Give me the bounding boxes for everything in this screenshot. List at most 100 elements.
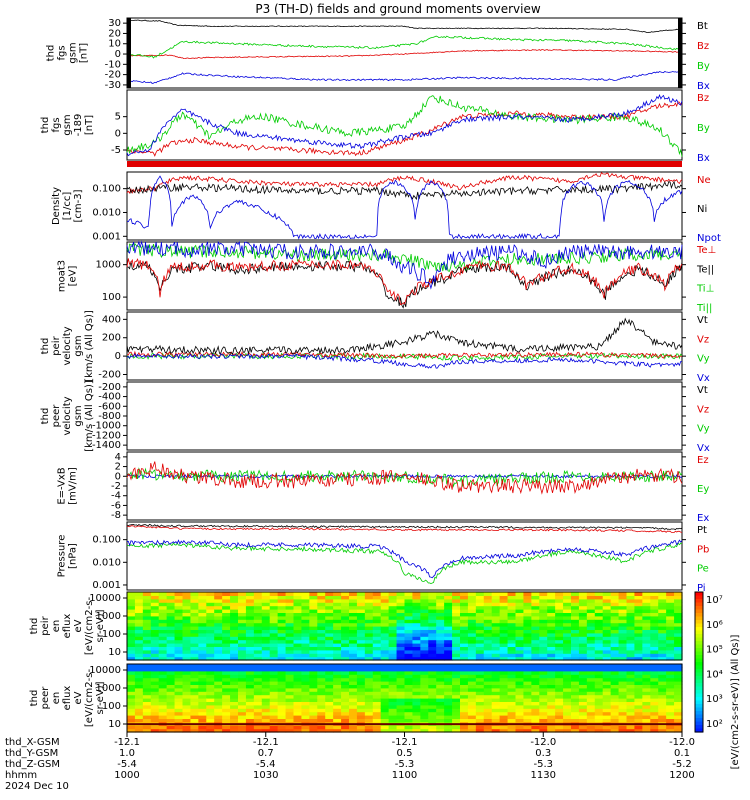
panel-peer_spec-cell: [341, 725, 350, 730]
panel-peer_spec-cell: [134, 704, 144, 709]
panel-peir_spec-cell: [483, 612, 493, 617]
colorbar-cell: [695, 718, 703, 723]
panel-peer_spec-cell: [507, 718, 517, 723]
panel-peir_spec-cell: [460, 649, 469, 654]
panel-peer_spec-cell: [206, 715, 215, 719]
panel-peer_spec-cell: [372, 701, 382, 706]
panel-peer_spec-cell: [642, 684, 651, 689]
panel-peer_spec-cell: [309, 708, 318, 713]
panel-peir_spec-cell: [158, 653, 168, 658]
panel-peer_spec-cell: [349, 694, 358, 699]
panel-peer_spec-cell: [467, 684, 477, 689]
panel-peir_spec-cell: [396, 622, 406, 627]
panel-peir_spec-cell: [317, 598, 326, 603]
panel-peer_spec-cell: [174, 694, 184, 699]
panel-peer_spec-cell: [571, 725, 580, 730]
panel-peir_spec-cell: [396, 605, 406, 610]
panel-peir_spec-cell: [444, 602, 453, 607]
panel-efield-ytick-label: -6: [111, 500, 121, 511]
panel-peer_spec-cell: [364, 715, 374, 719]
x-row-1-value: 0.7: [258, 748, 274, 759]
panel-peir_spec-ytick-label: 10: [108, 647, 121, 658]
panel-peir_spec-cell: [198, 615, 207, 620]
panel-fgs_zoom-legend-Bx: Bx: [697, 153, 710, 164]
panel-peir_spec-cell: [666, 639, 675, 644]
panel-peer_spec-cell: [634, 684, 643, 689]
panel-peer_spec-cell: [547, 725, 556, 730]
panel-peer_spec-cell: [642, 664, 651, 668]
panel-peer_spec-cell: [563, 677, 572, 682]
panel-peer_spec-cell: [499, 715, 509, 719]
panel-peir_spec-cell: [380, 595, 390, 600]
panel-peer_spec-cell: [198, 667, 207, 672]
panel-peer_spec-cell: [634, 681, 643, 685]
panel-peer_spec-cell: [269, 677, 279, 682]
panel-peir_spec-cell: [349, 643, 358, 647]
panel-peir_spec-cell: [642, 602, 651, 607]
panel-peer_spec-cell: [460, 715, 469, 719]
panel-peir_spec-cell: [634, 632, 643, 637]
panel-peer_spec-cell: [222, 684, 231, 689]
panel-peer_vel-ytick-label: -600: [98, 401, 121, 412]
panel-peer_spec-cell: [372, 691, 382, 696]
colorbar-cell: [695, 707, 703, 712]
panel-peer_spec-cell: [150, 728, 160, 733]
panel-peer_spec-cell: [372, 694, 382, 699]
panel-peer_spec-cell: [134, 684, 144, 689]
panel-peer_spec-cell: [531, 684, 540, 689]
panel-peer_spec-cell: [245, 677, 255, 682]
panel-peer_spec-cell: [420, 728, 429, 733]
panel-peer_spec-cell: [253, 681, 263, 685]
panel-peir_spec-cell: [491, 649, 501, 654]
panel-peir_spec-cell: [499, 629, 509, 634]
panel-peer_spec-cell: [341, 728, 350, 733]
panel-peer_spec-cell: [452, 674, 461, 679]
panel-peer_spec-cell: [230, 698, 239, 702]
panel-peer_spec-cell: [134, 670, 144, 675]
panel-peer_spec-cell: [444, 711, 453, 716]
panel-peer_spec-cell: [634, 701, 643, 706]
panel-peer_spec-cell: [253, 718, 263, 723]
panel-peer_spec-cell: [341, 704, 350, 709]
panel-peer_spec-cell: [523, 704, 532, 709]
panel-peer_spec-cell: [182, 681, 192, 685]
panel-peir_spec-cell: [563, 619, 572, 624]
colorbar-cell: [695, 637, 703, 642]
panel-peer_spec-cell: [460, 687, 469, 692]
panel-peer_spec-cell: [483, 704, 493, 709]
colorbar-cell: [695, 592, 703, 597]
panel-peer_spec-cell: [563, 704, 572, 709]
panel-peir_spec-cell: [523, 626, 532, 630]
panel-peir_spec-cell: [467, 615, 477, 620]
panel-peer_spec-cell: [269, 691, 279, 696]
panel-peir_spec-cell: [523, 649, 532, 654]
panel-peir_spec-cell: [483, 595, 493, 600]
panel-pressure-legend-Pt: Pt: [697, 525, 707, 536]
panel-peir_spec-cell: [214, 649, 223, 654]
panel-peer_spec-cell: [325, 670, 334, 675]
panel-peer_spec-cell: [245, 691, 255, 696]
panel-peer_spec-cell: [515, 725, 525, 730]
panel-fgs_zoom-series-Bx: [126, 93, 683, 157]
panel-peir_spec-cell: [483, 615, 493, 620]
panel-peir_spec-cell: [293, 653, 303, 658]
panel-peer_spec-cell: [642, 715, 651, 719]
panel-peir_spec-cell: [412, 649, 421, 654]
panel-peir_spec-cell: [491, 622, 501, 627]
panel-peir_spec-cell: [594, 636, 604, 641]
panel-peer_spec-cell: [674, 728, 683, 733]
panel-peir_spec-cell: [610, 649, 620, 654]
panel-peer_spec-cell: [388, 684, 398, 689]
panel-peer_spec-cell: [301, 670, 310, 675]
panel-peer_vel-ytick-label: -200: [98, 382, 121, 393]
panel-fgs-ylabel: gsm: [68, 42, 79, 63]
panel-peer_spec-cell: [309, 670, 318, 675]
panel-peir_spec-cell: [269, 595, 279, 600]
panel-peir_spec-cell: [293, 619, 303, 624]
panel-peer_spec-cell: [388, 698, 398, 702]
x-row-label: thd_X-GSM: [5, 737, 60, 748]
panel-peer_spec-cell: [349, 670, 358, 675]
panel-peir_spec-cell: [166, 656, 176, 661]
panel-peir_spec-cell: [206, 649, 215, 654]
panel-peer_spec-cell: [349, 691, 358, 696]
